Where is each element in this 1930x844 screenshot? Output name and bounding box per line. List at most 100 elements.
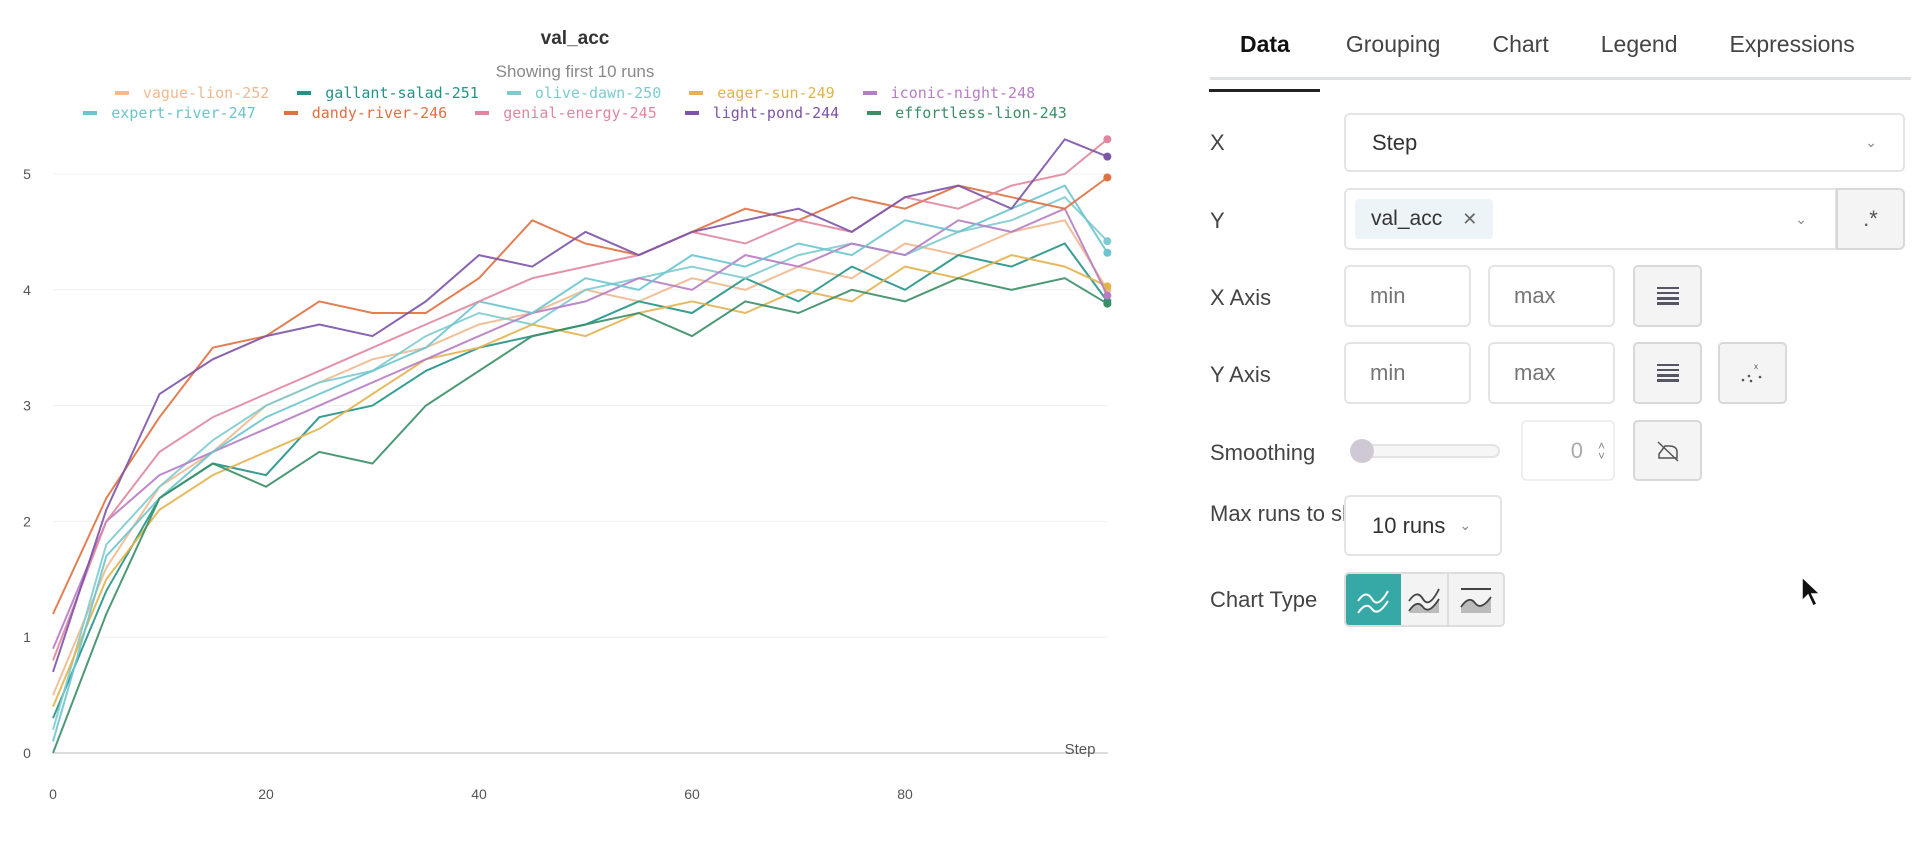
x-tick-label: 40 [471,786,487,802]
percent-area-icon [1460,587,1492,613]
max-runs-select[interactable]: 10 runs ⌄ [1344,495,1502,556]
x-select[interactable]: Step ⌄ [1344,113,1905,172]
y-tick-label: 4 [23,282,31,298]
legend-item[interactable]: gallant-salad-251 [297,84,479,102]
y-axis-min-input[interactable] [1344,342,1471,404]
regex-icon: .* [1863,206,1878,231]
y-label: Y [1210,208,1225,233]
tab-legend[interactable]: Legend [1600,31,1678,57]
series-line-dandy-river-246 [52,176,1108,615]
chevron-down-icon: ⌄ [1795,210,1807,227]
mouse-cursor-icon [1801,575,1822,608]
tab-expressions[interactable]: Expressions [1729,31,1855,57]
max-runs-value: 10 runs [1372,512,1446,538]
series-end-dot [1103,237,1112,246]
svg-text:x: x [1754,362,1758,371]
series-end-dot [1103,282,1112,291]
x-tick-label: 60 [684,786,700,802]
legend-item[interactable]: dandy-river-246 [283,104,448,122]
smoothing-toggle-button[interactable] [1633,420,1702,481]
legend-row: expert-river-247 dandy-river-246 genial-en… [0,104,1150,122]
legend-item[interactable]: olive-dawn-250 [506,84,662,102]
series-end-dot [1103,135,1112,144]
legend-swatch [689,91,704,95]
line-chart-panel: val_acc Showing first 10 runs vague-lion… [0,28,1150,802]
smoothing-label: Smoothing [1210,440,1316,465]
scatter-outlier-icon: x [1741,362,1761,383]
legend-swatch [684,111,699,115]
y-multiselect[interactable]: val_acc ✕ ⌄ [1344,188,1837,250]
x-axis-scale-button[interactable] [1633,265,1702,327]
y-tick-label: 0 [23,745,31,761]
chevron-down-icon: ⌄ [1459,517,1472,533]
series-end-dot [1103,248,1112,257]
smoothing-off-icon [1656,440,1679,462]
series-line-iconic-night-248 [52,207,1109,650]
legend-item[interactable]: genial-energy-245 [475,104,657,122]
legend-item[interactable]: effortless-lion-243 [867,104,1067,122]
y-tick-label: 5 [23,166,31,182]
x-tick-label: 20 [258,786,274,802]
stepper-icon[interactable]: ˄ ˅ [1597,438,1605,463]
x-tick-label: 80 [897,786,913,802]
legend-label: gallant-salad-251 [325,84,479,102]
series-line-eager-sun-249 [52,254,1108,708]
legend-swatch [114,91,129,95]
series-line-gallant-salad-251 [52,242,1109,719]
legend-item[interactable]: iconic-night-248 [862,84,1036,102]
series-line-light-pond-244 [52,138,1108,673]
y-axis-max-input[interactable] [1488,342,1615,404]
close-icon[interactable]: ✕ [1462,208,1478,229]
legend-label: eager-sun-249 [717,84,835,102]
legend-item[interactable]: eager-sun-249 [689,84,835,102]
chart-type-area-button[interactable] [1400,574,1450,625]
smoothing-slider-track[interactable] [1352,444,1500,458]
legend-swatch [506,91,521,95]
x-tick-label: 0 [49,786,57,802]
legend-swatch [475,111,490,115]
chevron-down-icon: ⌄ [1865,134,1877,150]
tab-grouping[interactable]: Grouping [1345,31,1441,57]
chart-type-group [1344,572,1505,627]
x-axis-min-input[interactable] [1344,265,1471,327]
chart-subtitle: Showing first 10 runs [495,62,655,81]
y-tick-label: 1 [23,629,31,645]
x-select-value: Step [1372,129,1418,155]
series-end-dot [1103,299,1112,308]
legend-label: olive-dawn-250 [534,84,662,102]
legend-swatch [867,111,882,115]
legend-item[interactable]: light-pond-244 [684,104,839,122]
x-axis-label: Step [1065,741,1096,758]
y-tick-label: 3 [23,398,31,414]
smoothing-slider-handle[interactable] [1350,439,1374,463]
chart-type-percent-area-button[interactable] [1449,574,1503,625]
legend-row: vague-lion-252 gallant-salad-251 olive-daw… [0,84,1150,102]
tab-chart[interactable]: Chart [1492,31,1549,57]
chart-type-line-button[interactable] [1346,574,1401,625]
legend-item[interactable]: expert-river-247 [83,104,256,122]
legend-label: genial-energy-245 [503,104,657,122]
legend-label: dandy-river-246 [311,104,448,122]
legend-label: iconic-night-248 [890,84,1036,102]
series-line-effortless-lion-243 [52,277,1108,754]
ignore-outliers-button[interactable]: x [1718,342,1787,404]
smoothing-input[interactable]: 0 ˄ ˅ [1521,420,1615,481]
chart-type-label: Chart Type [1210,587,1318,612]
x-label: X [1210,130,1225,155]
series-line-olive-dawn-250 [52,196,1109,731]
y-axis-scale-button[interactable] [1633,342,1702,404]
x-axis-max-input[interactable] [1488,265,1615,327]
legend-swatch [297,91,312,95]
regex-toggle-button[interactable]: .* [1836,188,1905,250]
series-end-dot [1103,291,1112,300]
tab-data[interactable]: Data [1209,22,1320,92]
legend-item[interactable]: vague-lion-252 [114,84,270,102]
y-tag-label: val_acc [1371,207,1443,230]
y-tag: val_acc ✕ [1355,199,1494,239]
chart-title: val_acc [540,28,610,49]
y-tick-label: 2 [23,513,31,529]
legend-label: effortless-lion-243 [895,104,1067,122]
legend-label: vague-lion-252 [142,84,270,102]
series-end-dot [1103,152,1112,161]
area-chart-icon [1408,588,1440,613]
